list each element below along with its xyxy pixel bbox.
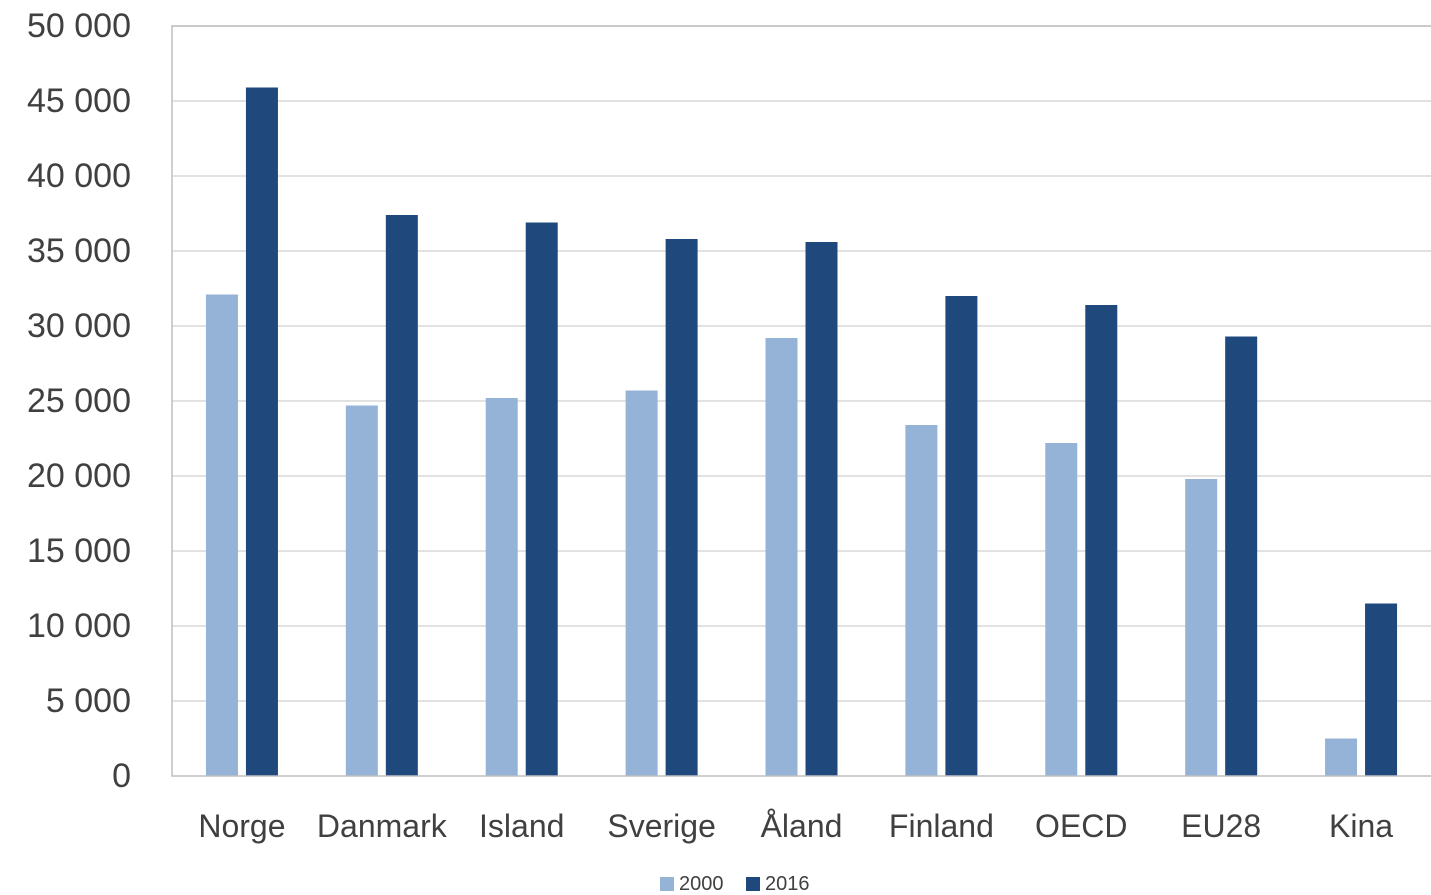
y-tick-label: 15 000 (27, 532, 131, 570)
bar-2016-Åland (805, 242, 838, 776)
bars (205, 87, 1398, 776)
bar-2000-Åland (765, 338, 798, 776)
y-tick-label: 25 000 (27, 382, 131, 420)
bar-2000-Danmark (345, 405, 378, 776)
bar-2000-Norge (205, 294, 238, 776)
bar-2000-OECD (1045, 443, 1078, 776)
y-tick-label: 0 (112, 757, 131, 795)
x-category-label: Norge (198, 808, 285, 844)
x-category-label: EU28 (1181, 808, 1261, 844)
plot-area-frame (171, 25, 1431, 777)
bar-2000-EU28 (1185, 479, 1218, 776)
y-tick-label: 40 000 (27, 157, 131, 195)
y-tick-label: 10 000 (27, 607, 131, 645)
bar-2016-Danmark (385, 215, 418, 776)
bar-2000-Kina (1325, 738, 1358, 776)
y-tick-label: 35 000 (27, 232, 131, 270)
bar-2000-Sverige (625, 390, 658, 776)
bar-2016-OECD (1085, 305, 1118, 776)
x-category-label: Finland (889, 808, 994, 844)
bar-2016-Sverige (665, 239, 698, 776)
x-category-label: Island (479, 808, 564, 844)
bar-2016-Norge (245, 87, 278, 776)
legend-swatch-2016 (746, 877, 760, 891)
legend-label: 2016 (765, 873, 810, 895)
bar-2000-Finland (905, 425, 938, 776)
x-category-label: Kina (1329, 808, 1393, 844)
y-tick-label: 20 000 (27, 457, 131, 495)
legend: 2000 2016 (660, 873, 810, 895)
x-category-label: Sverige (607, 808, 716, 844)
legend-label: 2000 (679, 873, 724, 895)
y-tick-label: 5 000 (46, 682, 131, 720)
bar-2016-Kina (1365, 603, 1398, 776)
x-category-label: Danmark (317, 808, 448, 844)
y-axis-tick-labels: 0 5 000 10 000 15 000 20 000 25 000 30 000 35 0… (27, 7, 131, 795)
bar-2016-EU28 (1225, 336, 1258, 776)
bar-2016-Island (525, 222, 558, 776)
x-category-label: Åland (761, 808, 843, 844)
y-tick-label: 45 000 (27, 82, 131, 120)
y-tick-label: 50 000 (27, 7, 131, 45)
bar-2016-Finland (945, 296, 978, 776)
x-category-label: OECD (1035, 808, 1127, 844)
x-axis-category-labels: Norge Danmark Island Sverige Åland Finland OEC… (198, 808, 1393, 844)
bar-2000-Island (485, 398, 518, 776)
legend-swatch-2000 (660, 877, 674, 891)
y-tick-label: 30 000 (27, 307, 131, 345)
